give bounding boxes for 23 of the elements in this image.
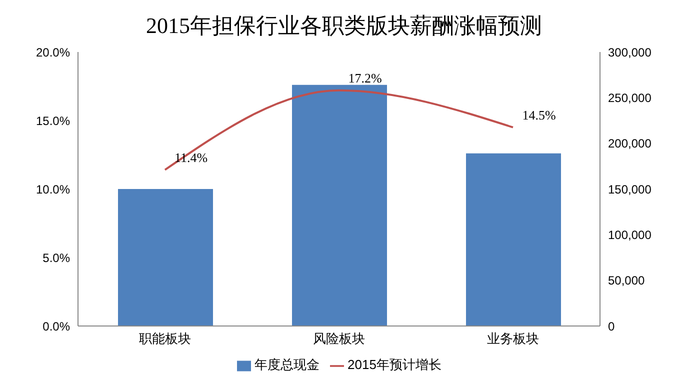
y2-tick-label: 150,000: [608, 182, 652, 196]
x-tick-label: 职能板块: [139, 331, 191, 346]
y2-tick-label: 200,000: [608, 136, 652, 151]
y2-tick-label: 100,000: [608, 228, 652, 242]
x-tick-label: 风险板块: [313, 331, 365, 346]
legend-label: 2015年预计增长: [348, 357, 442, 372]
chart-title: 2015年担保行业各职类版块薪酬涨幅预测: [145, 12, 543, 40]
data-label: 14.5%: [522, 107, 556, 122]
y-tick-label: 0.0%: [42, 319, 70, 334]
x-tick-label: 业务板块: [487, 331, 539, 346]
y2-tick-label: 50,000: [608, 274, 646, 288]
y2-tick-label: 250,000: [608, 90, 652, 105]
y-tick-label: 20.0%: [36, 45, 70, 60]
data-label: 17.2%: [348, 70, 382, 86]
bar: [466, 153, 561, 326]
y2-tick-label: 300,000: [608, 45, 652, 60]
bar: [118, 189, 213, 326]
legend-label: 年度总现金: [254, 357, 320, 372]
y-tick-label: 10.0%: [36, 182, 70, 196]
y2-tick-label: 0: [608, 319, 615, 334]
y-tick-label: 5.0%: [42, 250, 70, 265]
bar: [292, 84, 387, 326]
y-tick-label: 15.0%: [36, 114, 70, 128]
